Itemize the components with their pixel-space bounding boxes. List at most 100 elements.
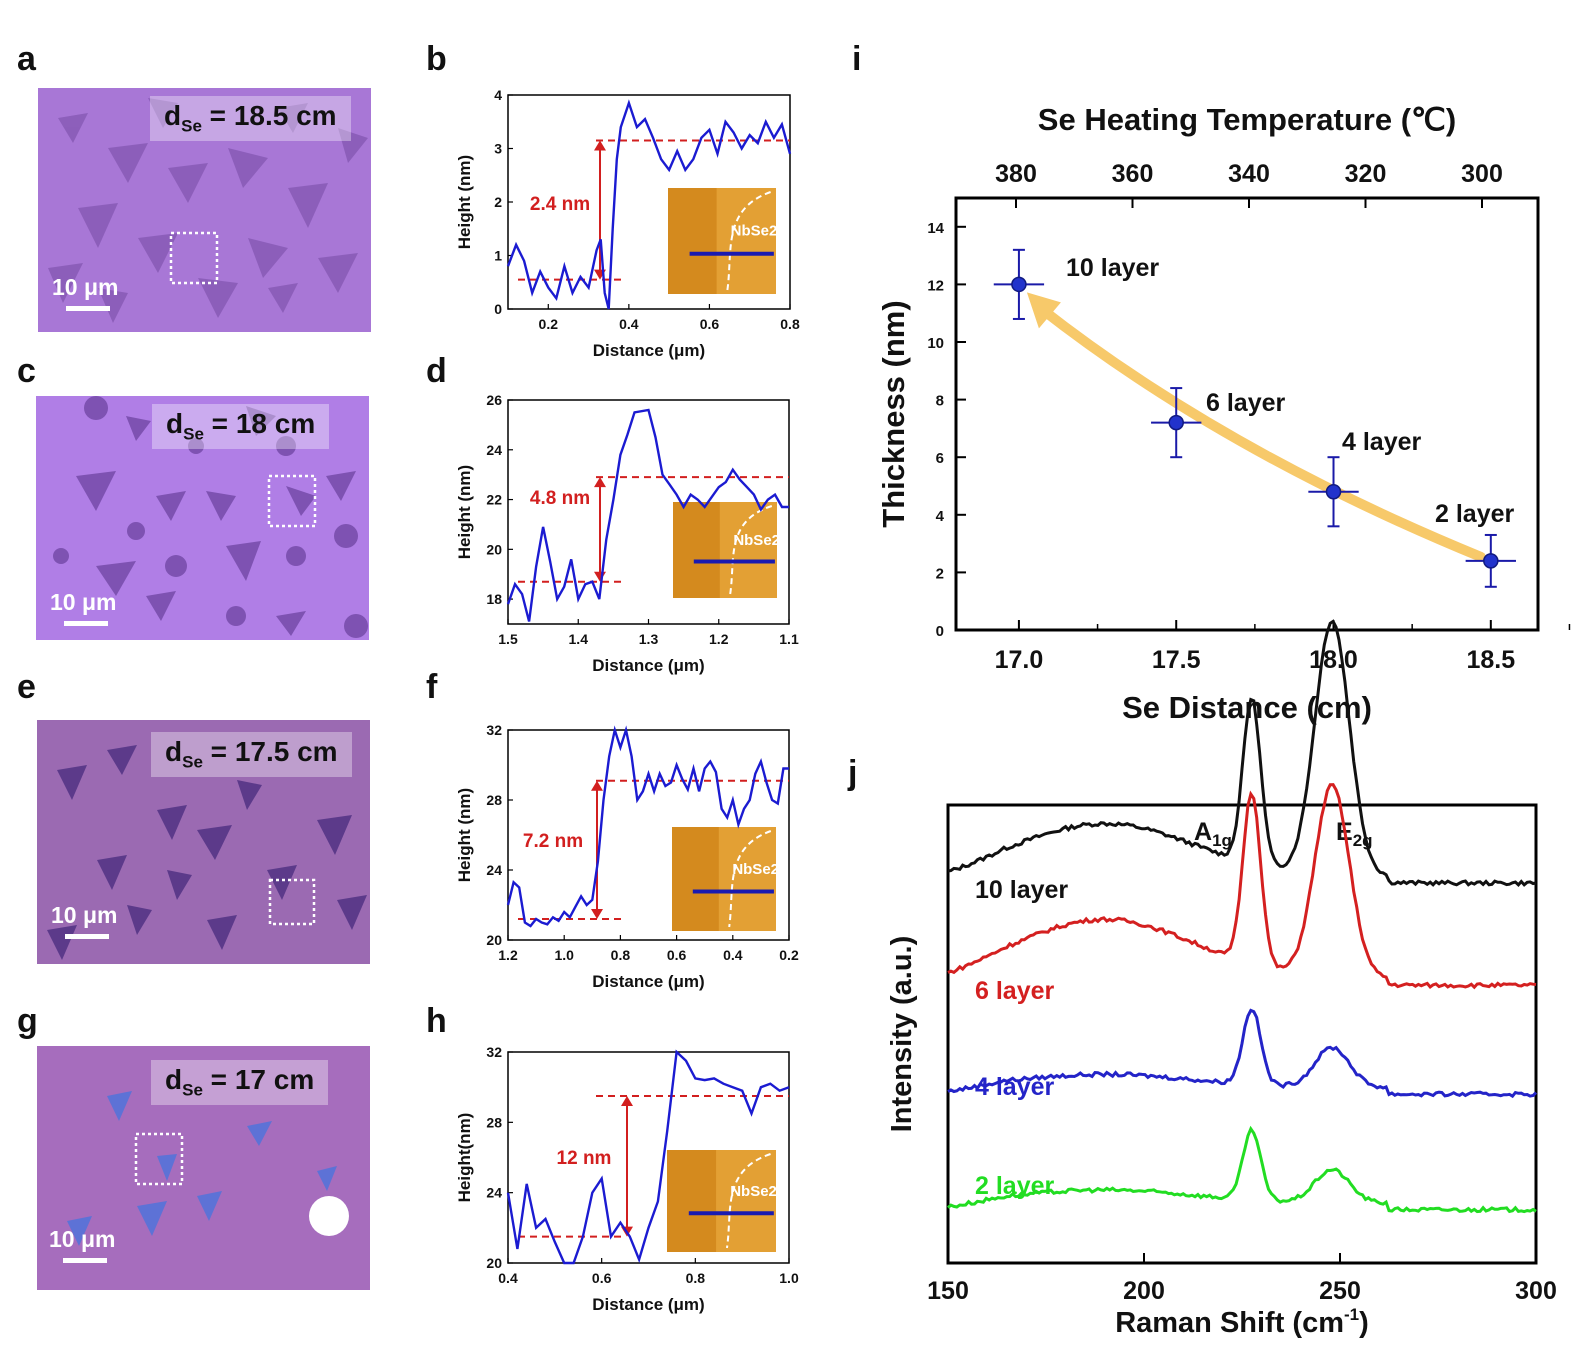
x-axis-label-d: Distance (μm) bbox=[592, 656, 704, 675]
x-tick-label-h-0: 0.4 bbox=[498, 1270, 518, 1286]
data-point-i-0 bbox=[1011, 276, 1027, 293]
afm-inset-label-b: NbSe2 bbox=[731, 223, 778, 240]
y-tick-label-i-0: 0 bbox=[936, 623, 944, 640]
x-tick-label-h-3: 1.0 bbox=[779, 1270, 799, 1286]
x-tick-label-j-2: 250 bbox=[1319, 1277, 1361, 1305]
afm-inset-edge-h bbox=[725, 1153, 771, 1249]
height-profile-h bbox=[506, 1049, 790, 1265]
step-arrow-head-down-d bbox=[594, 571, 606, 582]
x-tick-label-f-3: 0.6 bbox=[667, 947, 687, 963]
raman-spectrum-2 bbox=[947, 1008, 1538, 1099]
plot-frame-h bbox=[507, 1051, 790, 1264]
y-tick-label-f-0: 20 bbox=[486, 932, 502, 948]
plot-frame-j bbox=[946, 803, 1538, 1265]
y-axis-label-i: Thickness (nm) bbox=[876, 300, 911, 527]
y-tick-label-f-3: 32 bbox=[486, 722, 502, 738]
afm-inset-flake-f bbox=[718, 827, 776, 931]
x-tick-label-b-0: 0.2 bbox=[539, 316, 559, 332]
afm-inset-b bbox=[668, 188, 776, 294]
height-profile-f bbox=[506, 725, 789, 928]
height-profile-b bbox=[506, 99, 792, 310]
point-label-i-0: 10 layer bbox=[1066, 254, 1159, 282]
scale-bar-label-g: 10 μm bbox=[49, 1226, 116, 1252]
x-tick-label-i-3: 18.5 bbox=[1466, 646, 1515, 674]
panel-label-a: a bbox=[17, 40, 36, 78]
flake-pattern-c bbox=[53, 396, 368, 638]
step-arrow-head-down-f bbox=[591, 909, 603, 919]
spectrum-label-3: 2 layer bbox=[975, 1172, 1055, 1200]
spectrum-label-2: 4 layer bbox=[975, 1073, 1055, 1101]
plot-frame-f bbox=[507, 729, 790, 941]
x-tick-label-f-4: 0.4 bbox=[723, 947, 743, 963]
panel-label-d: d bbox=[426, 352, 447, 390]
y-tick-label-d-3: 24 bbox=[486, 442, 502, 458]
x-tick-label-d-2: 1.3 bbox=[639, 631, 659, 647]
spectrum-label-0: 10 layer bbox=[975, 876, 1068, 904]
x-tick-label-d-4: 1.1 bbox=[779, 631, 799, 647]
y-tick-label-i-1: 2 bbox=[936, 565, 944, 582]
x-tick-label-b-1: 0.4 bbox=[619, 316, 639, 332]
afm-inset-edge-d bbox=[729, 505, 773, 595]
step-label-h: 12 nm bbox=[557, 1148, 612, 1169]
trend-arrow-head-i bbox=[1026, 292, 1061, 329]
flake-pattern-g bbox=[67, 1091, 349, 1246]
y-tick-label-d-1: 20 bbox=[486, 541, 502, 557]
y-tick-label-h-3: 32 bbox=[486, 1044, 502, 1060]
top-axis-title-i: Se Heating Temperature (℃) bbox=[1038, 102, 1456, 137]
y-tick-label-i-2: 4 bbox=[936, 508, 945, 525]
micrograph-g: dSe = 17 cm 10 μm bbox=[37, 1046, 370, 1290]
data-point-i-1 bbox=[1168, 414, 1184, 431]
scale-bar-label-e: 10 μm bbox=[51, 902, 118, 928]
flake-pattern-a bbox=[48, 98, 368, 323]
dse-label-a: dSe = 18.5 cm bbox=[150, 96, 351, 141]
x-tick-label-h-1: 0.6 bbox=[592, 1270, 612, 1286]
y-axis-label-b: Height (nm) bbox=[455, 155, 474, 249]
panel-label-b: b bbox=[426, 40, 447, 78]
step-label-b: 2.4 nm bbox=[530, 194, 590, 215]
trend-arrow-i bbox=[1035, 303, 1486, 562]
y-tick-label-h-0: 20 bbox=[486, 1255, 502, 1271]
y-tick-label-i-5: 10 bbox=[927, 335, 944, 352]
y-tick-label-f-1: 24 bbox=[486, 862, 502, 878]
x-tick-label-f-0: 1.2 bbox=[498, 947, 518, 963]
step-label-f: 7.2 nm bbox=[523, 831, 583, 852]
y-tick-label-i-6: 12 bbox=[927, 277, 944, 294]
top-tick-label-i-2: 340 bbox=[1228, 160, 1270, 188]
y-axis-label-f: Height (nm) bbox=[455, 788, 474, 882]
top-tick-label-i-1: 360 bbox=[1112, 160, 1154, 188]
height-profile-d bbox=[506, 408, 789, 622]
raman-spectrum-0 bbox=[947, 619, 1537, 887]
afm-inset-flake-b bbox=[716, 188, 776, 294]
step-arrow-head-up-f bbox=[591, 780, 603, 791]
x-tick-label-h-2: 0.8 bbox=[686, 1270, 706, 1286]
y-tick-label-d-0: 18 bbox=[486, 591, 502, 607]
afm-inset-d bbox=[673, 502, 777, 598]
x-tick-label-i-2: 18.0 bbox=[1309, 646, 1358, 674]
afm-inset-flake-d bbox=[719, 502, 777, 598]
x-tick-label-j-1: 200 bbox=[1123, 1277, 1165, 1305]
scale-bar-g bbox=[63, 1258, 107, 1263]
point-label-i-1: 6 layer bbox=[1206, 389, 1286, 417]
panel-label-i: i bbox=[852, 40, 862, 78]
afm-inset-h bbox=[667, 1150, 776, 1252]
top-tick-label-i-0: 380 bbox=[995, 160, 1037, 188]
panel-label-h: h bbox=[426, 1002, 447, 1040]
x-axis-label-h: Distance (μm) bbox=[592, 1295, 704, 1314]
step-arrow-head-up-d bbox=[594, 477, 606, 488]
peak-label-a1g: A1g bbox=[1194, 818, 1232, 850]
afm-inset-flake-h bbox=[716, 1150, 776, 1252]
y-tick-label-h-2: 28 bbox=[486, 1114, 502, 1130]
scale-bar-label-c: 10 μm bbox=[50, 589, 117, 615]
top-tick-label-i-3: 320 bbox=[1345, 160, 1387, 188]
top-tick-label-i-4: 300 bbox=[1461, 160, 1503, 188]
data-point-i-3 bbox=[1483, 553, 1499, 569]
panel-label-f: f bbox=[426, 668, 438, 706]
afm-inset-label-d: NbSe2 bbox=[733, 532, 780, 549]
y-axis-label-d: Height (nm) bbox=[455, 465, 474, 559]
x-tick-label-d-0: 1.5 bbox=[498, 631, 518, 647]
y-tick-label-i-3: 6 bbox=[936, 450, 944, 467]
x-tick-label-b-2: 0.6 bbox=[700, 316, 720, 332]
x-axis-label-f: Distance (μm) bbox=[592, 972, 704, 991]
micrograph-e: dSe = 17.5 cm 10 μm bbox=[37, 720, 370, 964]
